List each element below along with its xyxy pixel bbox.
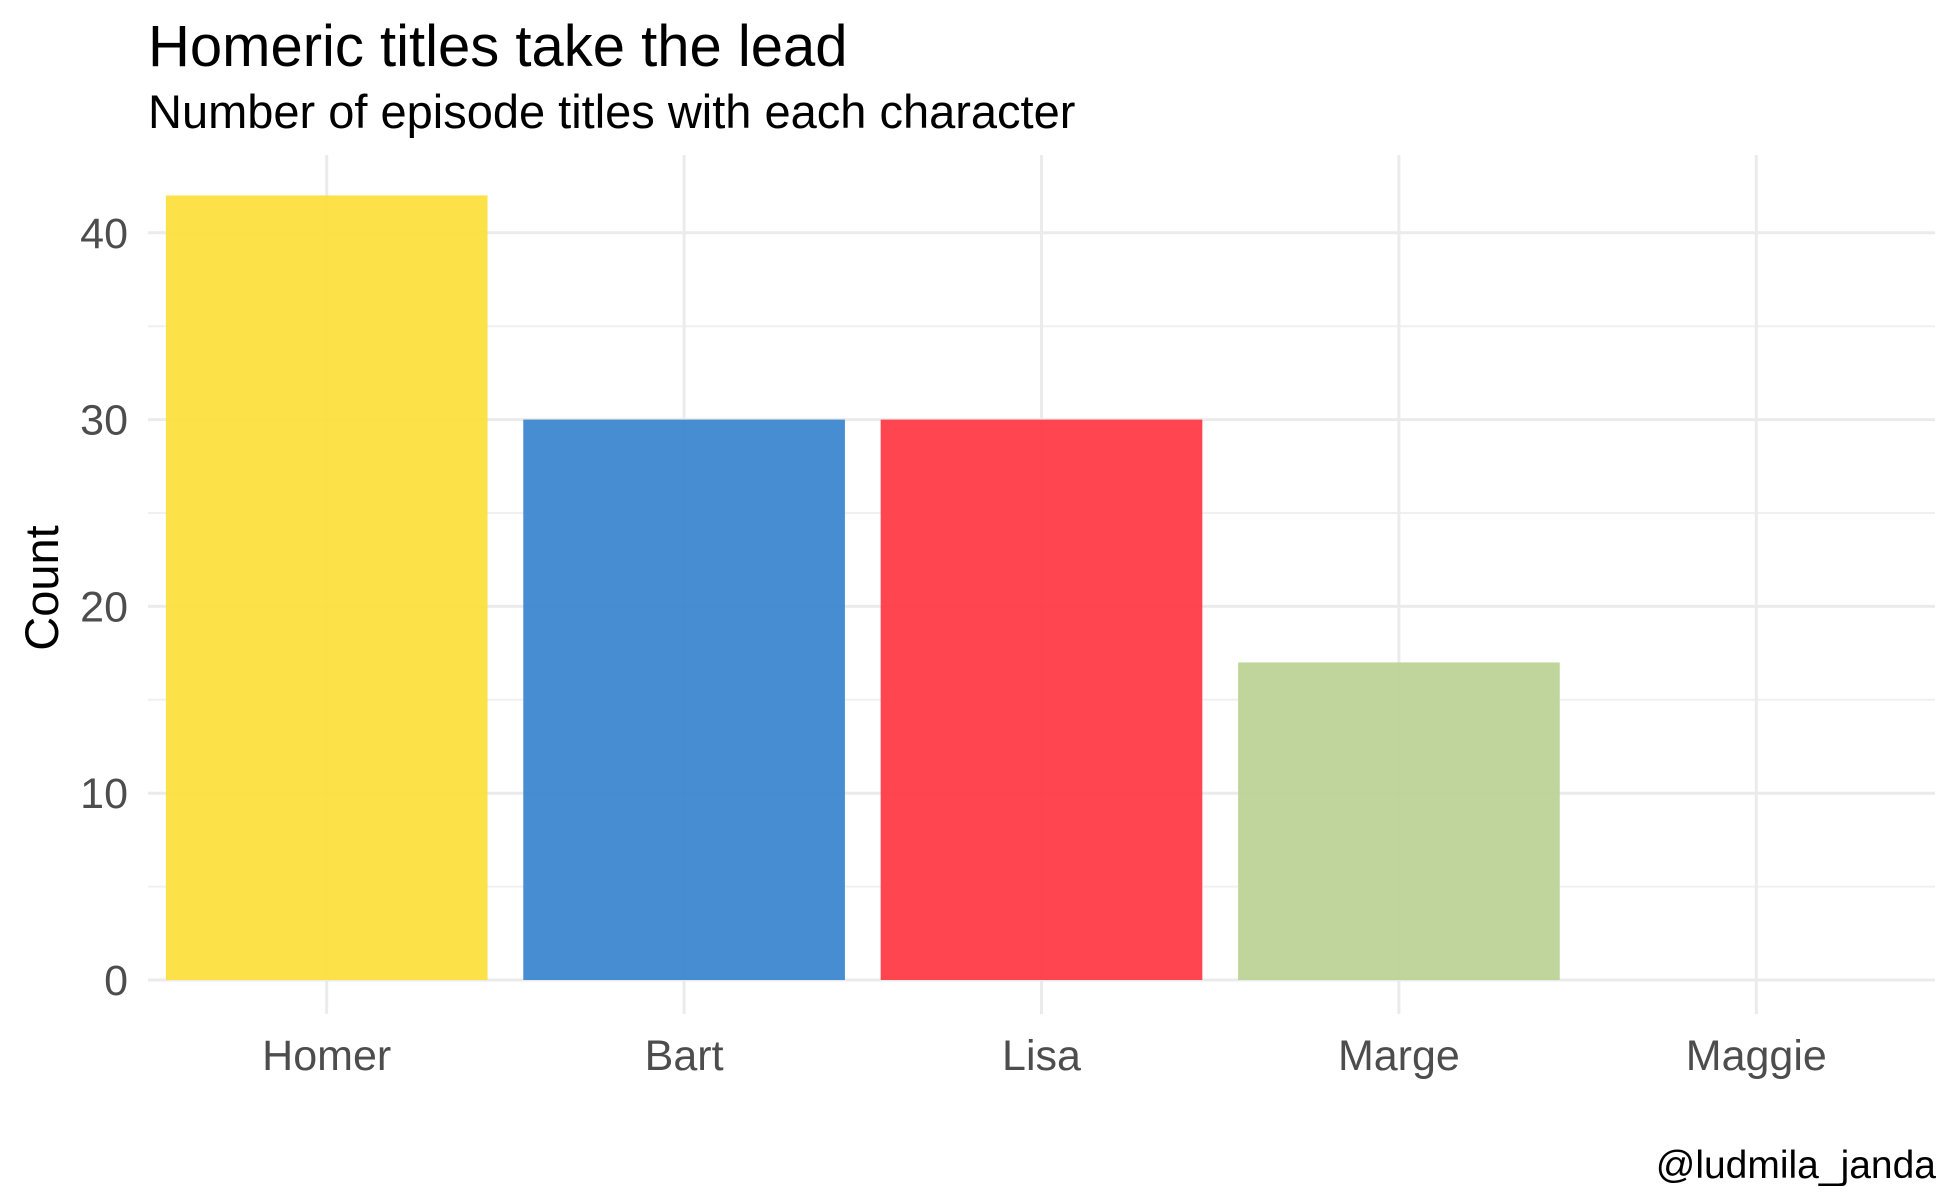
bar-bart bbox=[523, 419, 845, 981]
chart-subtitle: Number of episode titles with each chara… bbox=[148, 85, 1075, 138]
bars bbox=[165, 195, 1560, 981]
bar-lisa bbox=[880, 419, 1203, 981]
y-tick-label: 40 bbox=[80, 210, 128, 258]
y-tick-label: 30 bbox=[80, 397, 128, 445]
x-tick-label: Marge bbox=[1338, 1032, 1460, 1080]
chart-caption: @ludmila_janda bbox=[1656, 1144, 1937, 1187]
bar-marge bbox=[1238, 662, 1560, 980]
y-axis-ticks: 0 10 20 30 40 bbox=[80, 210, 128, 1005]
x-tick-label: Lisa bbox=[1002, 1032, 1081, 1080]
y-axis-title: Count bbox=[15, 525, 68, 650]
y-tick-label: 20 bbox=[80, 583, 128, 631]
bar-homer bbox=[165, 195, 488, 980]
chart-title: Homeric titles take the lead bbox=[148, 14, 848, 79]
y-tick-label: 10 bbox=[80, 770, 128, 818]
y-tick-label: 0 bbox=[104, 957, 128, 1005]
x-tick-label: Maggie bbox=[1686, 1032, 1827, 1080]
x-tick-label: Bart bbox=[645, 1032, 724, 1080]
x-axis-ticks: Homer Bart Lisa Marge Maggie bbox=[262, 1032, 1827, 1080]
x-tick-label: Homer bbox=[262, 1032, 391, 1080]
